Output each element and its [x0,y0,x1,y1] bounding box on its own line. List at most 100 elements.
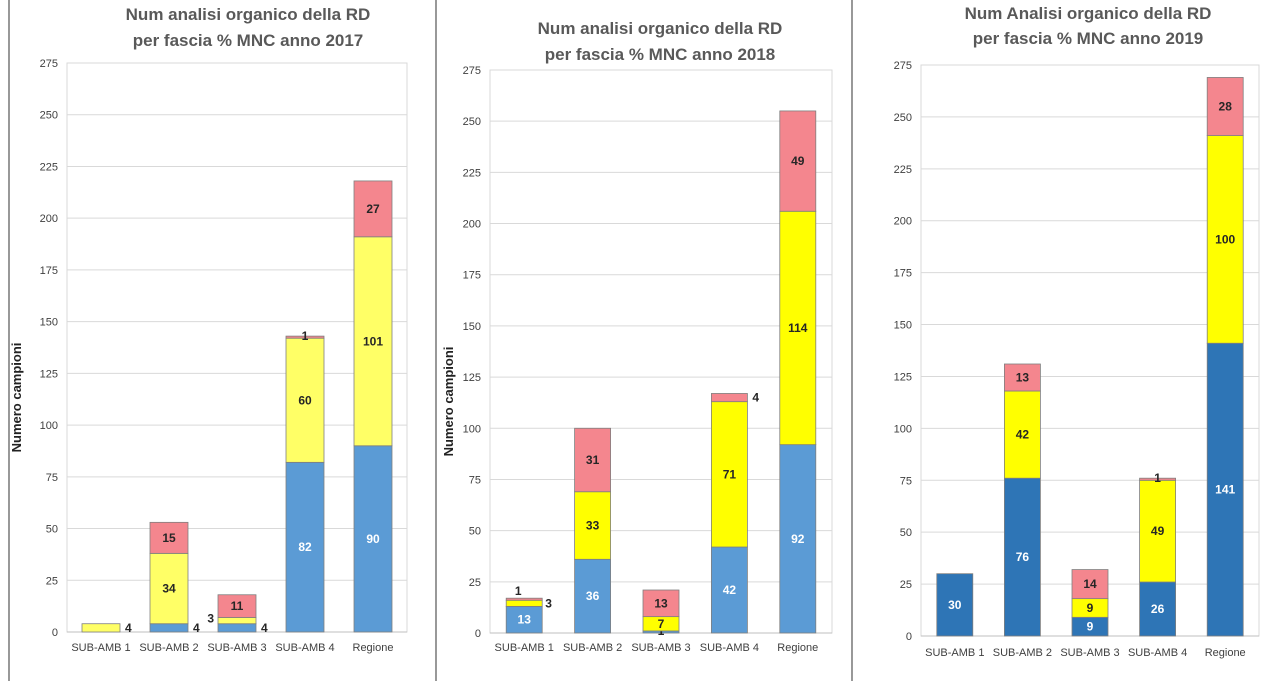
data-label: 49 [1151,524,1165,538]
bar-segment [936,573,974,637]
bar-segment [505,605,543,634]
data-label: 76 [1016,550,1030,564]
bar-segment [1206,342,1244,637]
y-axis-label: Numero campioni [9,343,24,453]
bar-segment [711,546,748,634]
bar-segment [1139,581,1176,637]
bar-segment [285,335,325,339]
data-label: 49 [791,154,805,168]
data-label: 15 [162,531,176,545]
bar-segment [1139,479,1176,583]
x-tick-label: SUB-AMB 4 [700,642,759,654]
chart-title-line: Num analisi organico della RD [538,19,783,38]
y-tick-label: 275 [40,58,58,70]
data-label: 100 [1215,232,1235,246]
y-tick-label: 75 [469,474,481,486]
y-tick-label: 100 [463,423,481,435]
x-tick-label: SUB-AMB 4 [1128,647,1187,659]
data-label: 30 [948,598,962,612]
y-tick-label: 125 [894,371,912,383]
bar-segment [779,110,817,212]
chart-title-line: per fascia % MNC anno 2017 [133,31,364,50]
y-tick-label: 175 [894,268,912,280]
chart-title-line: per fascia % MNC anno 2019 [973,29,1204,48]
x-tick-label: SUB-AMB 4 [275,642,334,654]
data-label: 31 [586,453,600,467]
data-label: 92 [791,532,805,546]
bar-segment [779,210,817,446]
y-tick-label: 175 [40,265,58,277]
data-label: 60 [298,393,312,407]
data-label: 11 [231,599,244,613]
bar-segment [217,617,257,625]
chart-title-line: Num Analisi organico della RD [965,4,1212,23]
y-tick-label: 225 [40,161,58,173]
data-label: 101 [363,334,383,348]
x-tick-label: SUB-AMB 1 [71,642,130,654]
y-tick-label: 0 [906,631,912,643]
bar-segment [1071,569,1109,600]
data-label: 27 [366,202,380,216]
bar-segment [217,623,257,633]
data-label: 71 [723,467,737,481]
y-tick-label: 200 [894,216,912,228]
data-label: 34 [162,582,176,596]
x-tick-label: SUB-AMB 3 [631,642,690,654]
y-tick-label: 50 [46,524,58,536]
bar-segment [574,491,611,560]
data-label: 90 [366,532,380,546]
bar-segment [285,337,325,463]
x-tick-label: Regione [777,642,818,654]
data-label: 33 [586,519,600,533]
bar-segment [149,623,189,633]
bar-segment [505,597,543,601]
y-tick-label: 250 [40,110,58,122]
y-tick-label: 250 [463,116,481,128]
data-label: 141 [1215,483,1235,497]
x-tick-label: SUB-AMB 2 [563,642,622,654]
bar-segment [574,558,611,634]
x-tick-label: Regione [353,642,394,654]
y-tick-label: 275 [463,65,481,77]
y-tick-label: 275 [894,60,912,72]
data-label: 42 [1016,428,1030,442]
data-label: 13 [518,613,532,627]
bar-segment [1004,477,1041,637]
data-label: 13 [654,596,668,610]
bar-segment [642,589,680,618]
bar-segment [353,445,393,633]
x-tick-label: SUB-AMB 1 [495,642,554,654]
y-tick-label: 50 [469,526,481,538]
data-label: 3 [545,596,552,610]
bar-segment [1004,363,1041,392]
bar-segment [285,461,325,633]
data-label: 26 [1151,602,1165,616]
y-tick-label: 250 [894,112,912,124]
bar-segment [1004,390,1041,479]
data-label: 4 [261,621,268,635]
data-label: 42 [723,583,737,597]
y-tick-label: 25 [469,577,481,589]
data-label: 4 [193,621,200,635]
bar-segment [574,427,611,493]
bar-segment [81,623,121,633]
data-label: 114 [788,321,808,335]
bar-segment [505,599,543,607]
y-tick-label: 100 [40,420,58,432]
data-label: 28 [1219,100,1233,114]
x-tick-label: SUB-AMB 2 [993,647,1052,659]
y-tick-label: 0 [475,628,481,640]
bar-segment [779,444,817,634]
y-tick-label: 75 [900,475,912,487]
data-label: 9 [1087,620,1094,634]
bar-segment [1206,135,1244,344]
y-tick-label: 75 [46,472,58,484]
data-label: 3 [207,612,214,626]
data-label: 1 [302,329,309,343]
bar-segment [353,236,393,447]
y-tick-label: 175 [463,270,481,282]
bar-segment [711,393,748,403]
x-tick-label: SUB-AMB 1 [925,647,984,659]
data-label: 13 [1016,370,1030,384]
chart-title-line: Num analisi organico della RD [126,5,371,24]
